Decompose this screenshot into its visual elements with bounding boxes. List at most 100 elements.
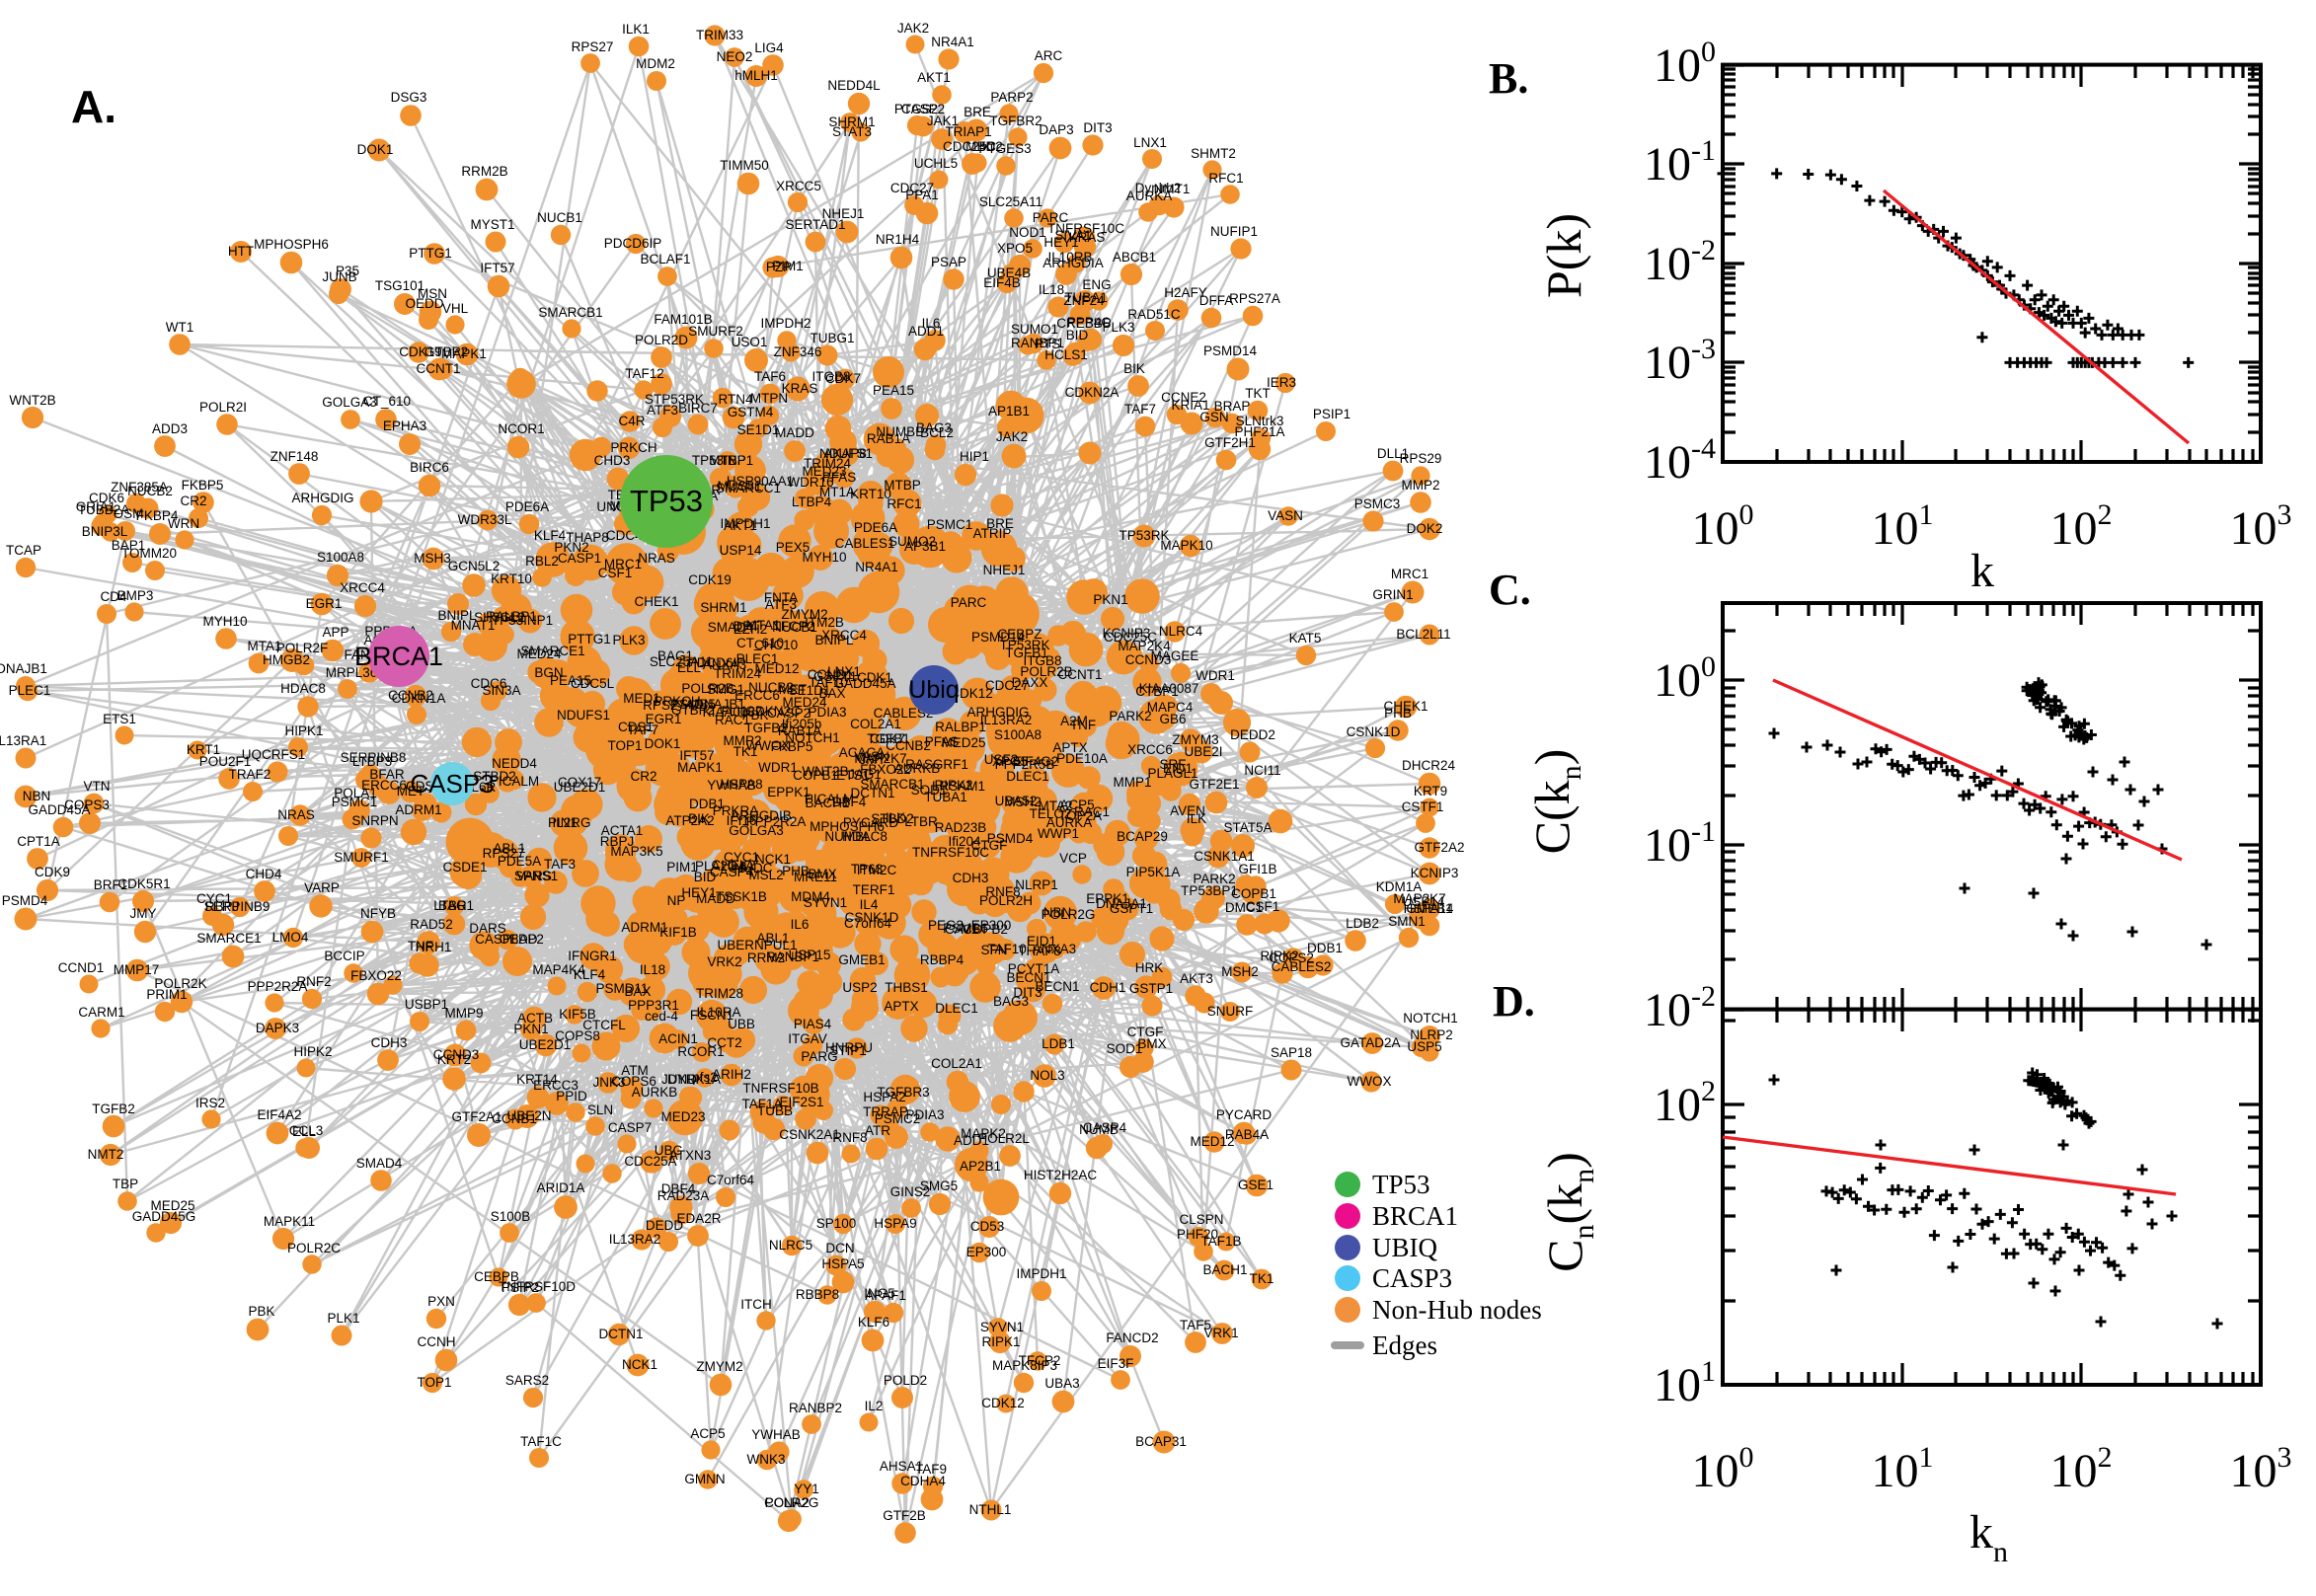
svg-text:ILK: ILK (886, 810, 905, 825)
svg-text:EIF4A2: EIF4A2 (257, 1107, 301, 1122)
svg-text:EID1: EID1 (1163, 761, 1193, 776)
svg-text:RBL2: RBL2 (525, 554, 559, 569)
svg-text:AKT1: AKT1 (917, 70, 951, 85)
svg-text:ARID1A: ARID1A (537, 1180, 585, 1195)
svg-text:EIF4G2: EIF4G2 (1013, 754, 1059, 769)
svg-text:HEY1: HEY1 (1043, 235, 1078, 250)
svg-text:VARP: VARP (304, 880, 340, 895)
svg-text:AKT3: AKT3 (1180, 971, 1213, 986)
svg-text:MUS81: MUS81 (717, 479, 761, 494)
svg-text:ARC: ARC (1035, 48, 1063, 63)
svg-text:PLEC1: PLEC1 (9, 683, 51, 698)
svg-text:BECN1: BECN1 (1006, 970, 1050, 985)
svg-text:CDKN1A: CDKN1A (392, 691, 446, 706)
svg-text:CDH3: CDH3 (371, 1035, 408, 1050)
svg-text:TUBG1: TUBG1 (810, 331, 854, 345)
svg-text:ZMYM2: ZMYM2 (696, 1359, 742, 1374)
svg-text:RBPJ: RBPJ (600, 834, 635, 849)
svg-text:GB6: GB6 (1159, 712, 1186, 726)
svg-text:JAK2: JAK2 (897, 21, 929, 36)
svg-text:KLF4: KLF4 (574, 967, 606, 982)
svg-text:PRKCH: PRKCH (610, 440, 656, 455)
svg-text:BIRC7: BIRC7 (678, 401, 718, 416)
svg-text:NBN: NBN (23, 789, 51, 803)
svg-text:WNK3: WNK3 (746, 1452, 785, 1467)
svg-text:GSN: GSN (1199, 410, 1228, 424)
svg-text:UBA3: UBA3 (1044, 1376, 1079, 1391)
svg-text:EGR1: EGR1 (306, 596, 343, 611)
svg-text:BRE: BRE (986, 516, 1014, 531)
svg-text:PRIM1: PRIM1 (146, 987, 187, 1002)
svg-text:MYST1: MYST1 (470, 217, 514, 232)
svg-text:TAF7: TAF7 (627, 722, 658, 737)
svg-text:DNAJA1: DNAJA1 (1096, 896, 1147, 911)
svg-text:CDK7: CDK7 (870, 731, 905, 746)
svg-text:PBK: PBK (741, 708, 768, 722)
svg-text:HIST2H2AC: HIST2H2AC (1024, 1168, 1098, 1182)
svg-text:CSNK1D: CSNK1D (1347, 724, 1401, 739)
svg-text:CDK12: CDK12 (950, 686, 993, 701)
svg-text:RANBP2: RANBP2 (789, 1401, 842, 1415)
svg-text:TRIM24: TRIM24 (804, 456, 852, 471)
svg-text:CDS1: CDS1 (618, 720, 654, 734)
svg-text:APAF1: APAF1 (865, 1288, 906, 1303)
svg-text:ABCB1: ABCB1 (1113, 250, 1156, 265)
svg-text:HTT: HTT (228, 244, 254, 259)
svg-text:SLC25A11: SLC25A11 (979, 194, 1042, 209)
svg-text:PEA15: PEA15 (550, 673, 591, 688)
svg-text:EPPK1: EPPK1 (767, 785, 811, 799)
svg-text:XRCC5: XRCC5 (776, 179, 821, 193)
svg-text:PIN1: PIN1 (548, 815, 578, 830)
svg-text:UQCRFS1: UQCRFS1 (242, 747, 306, 762)
svg-text:OEDD: OEDD (499, 932, 537, 947)
svg-text:TOP1: TOP1 (417, 1375, 451, 1390)
svg-text:EPHA3: EPHA3 (383, 418, 426, 433)
svg-text:CDC27: CDC27 (985, 678, 1029, 693)
svg-text:ATF3: ATF3 (765, 597, 797, 612)
svg-text:CHEK2: CHEK2 (711, 858, 755, 873)
svg-text:GTBP2: GTBP2 (671, 703, 715, 718)
svg-text:TP63: TP63 (851, 862, 883, 876)
svg-text:MT1A: MT1A (819, 485, 855, 499)
svg-text:DOK2: DOK2 (1407, 521, 1443, 536)
svg-text:TK1: TK1 (1250, 1271, 1274, 1286)
svg-text:UBC: UBC (655, 1143, 683, 1158)
svg-text:EGR1: EGR1 (646, 712, 682, 726)
svg-text:JUND: JUND (661, 1072, 697, 1087)
svg-text:RBBP4: RBBP4 (920, 952, 965, 967)
svg-text:PSMD4: PSMD4 (2, 893, 48, 908)
svg-text:TAF10: TAF10 (809, 675, 848, 690)
svg-text:IFNGR1: IFNGR1 (568, 949, 617, 963)
svg-text:RFC1: RFC1 (887, 496, 921, 511)
svg-text:NLRC5: NLRC5 (769, 1238, 812, 1253)
svg-text:MPHOSPH6: MPHOSPH6 (810, 819, 885, 834)
svg-text:DSG3: DSG3 (391, 90, 427, 105)
svg-text:SUMO1: SUMO1 (1011, 322, 1058, 337)
svg-text:PCYT1A: PCYT1A (1008, 961, 1060, 976)
svg-text:ZMYM3: ZMYM3 (1172, 732, 1218, 747)
svg-text:PLA2G4A: PLA2G4A (695, 859, 754, 874)
svg-text:FKBP5: FKBP5 (182, 478, 224, 493)
svg-text:CASP7: CASP7 (608, 1120, 652, 1135)
svg-text:NUCB1: NUCB1 (537, 210, 582, 225)
svg-text:JNK3: JNK3 (592, 1075, 625, 1090)
svg-text:NRAS: NRAS (277, 807, 315, 822)
svg-text:DAPK3: DAPK3 (256, 1021, 299, 1035)
svg-text:UBE2N: UBE2N (506, 1108, 551, 1123)
svg-text:TRIM24: TRIM24 (714, 666, 762, 681)
svg-text:BNIP3L: BNIP3L (82, 524, 128, 539)
svg-text:BRF1: BRF1 (94, 877, 128, 892)
svg-text:ATR: ATR (865, 1123, 890, 1138)
svg-text:USP5: USP5 (1407, 1039, 1441, 1054)
svg-text:APTX: APTX (884, 999, 918, 1014)
svg-text:PIAS4: PIAS4 (794, 1017, 832, 1031)
svg-text:Non-Hub nodes: Non-Hub nodes (1372, 1295, 1542, 1325)
svg-text:PBK: PBK (248, 1304, 274, 1319)
svg-text:EPPK1: EPPK1 (1086, 891, 1129, 906)
svg-text:GSE1: GSE1 (1238, 1178, 1274, 1192)
svg-text:LTBR: LTBR (904, 814, 938, 829)
svg-text:BFAR: BFAR (369, 767, 405, 782)
svg-text:MMP2: MMP2 (1401, 478, 1439, 493)
svg-text:HRH1: HRH1 (416, 940, 452, 954)
svg-text:GMEB1: GMEB1 (838, 952, 885, 967)
